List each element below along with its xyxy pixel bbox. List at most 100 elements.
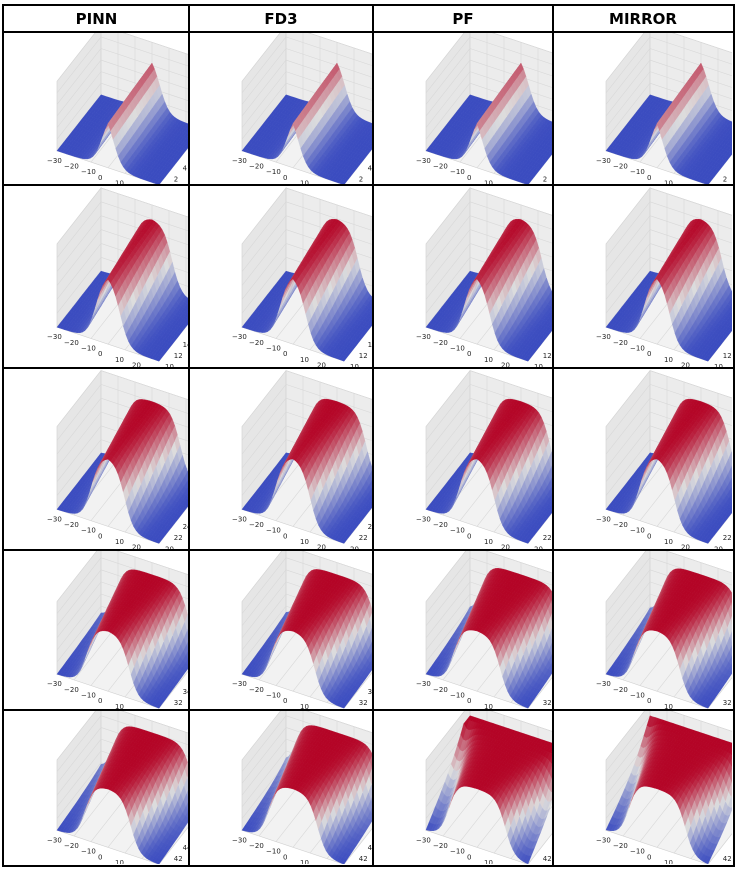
gridline — [241, 187, 287, 245]
gridline — [56, 243, 102, 300]
surface-facet — [705, 179, 712, 184]
surface-facet — [341, 356, 348, 362]
plot-cell-pinn-row-2: 0.00.20.40.60.81.01.2−30−20−100102030101… — [5, 186, 188, 367]
surface-facet — [156, 356, 163, 362]
surface — [241, 218, 372, 362]
x-tick-label: −20 — [433, 339, 448, 347]
surface-facet — [730, 297, 732, 301]
x-tick-label: 0 — [467, 350, 471, 358]
tick-labels: 0.00.20.40.60.81.01.2−30−20−100102030101… — [596, 333, 732, 367]
x-tick-label: −10 — [266, 345, 281, 353]
gridline — [241, 83, 287, 140]
surface-facet — [550, 297, 552, 301]
surface-plot-svg: 0.00.20.40.60.81.01.2−30−20−100102030101… — [232, 187, 372, 367]
surface-plot-svg: 0.00.20.40.60.81.01.2−30−20−100102030101… — [416, 187, 552, 367]
x-tick-label: −30 — [47, 333, 62, 341]
x-tick-label: 10 — [484, 179, 493, 184]
x-tick-label: −20 — [64, 162, 79, 170]
x-tick-label: −30 — [416, 157, 431, 165]
surface-facet — [730, 326, 732, 329]
gridline — [241, 229, 287, 286]
surface-facet — [369, 316, 372, 321]
gridline — [425, 59, 471, 117]
x-tick-label: 10 — [664, 179, 673, 184]
plot-cell-pinn-row-1: 0.00.20.40.60.81.01.2−30−20−100102030024… — [5, 33, 188, 184]
plot-cell-pf-row-2: 0.00.20.40.60.81.01.2−30−20−100102030101… — [374, 186, 552, 367]
x-tick-label: 0 — [98, 350, 102, 358]
gridline — [605, 201, 651, 258]
gridline — [241, 71, 287, 128]
grid-divider-vertical — [188, 6, 190, 865]
surface — [605, 62, 732, 184]
gridline — [425, 243, 471, 300]
gridline — [56, 370, 102, 427]
x-tick-label: −30 — [596, 157, 611, 165]
t-tick-label: 14 — [183, 341, 188, 349]
gridline — [425, 83, 471, 140]
gridline — [425, 257, 471, 314]
gridline — [56, 71, 102, 128]
results-grid: PINNFD3PFMIRROR0.00.20.40.60.81.01.2−30−… — [2, 4, 735, 867]
x-tick-label: 10 — [484, 356, 493, 364]
t-tick-label: 2 — [359, 176, 363, 184]
x-tick-label: 0 — [98, 174, 102, 182]
gridline — [241, 48, 287, 105]
x-tick-label: −30 — [232, 333, 247, 341]
gridline — [56, 215, 102, 272]
surface — [56, 62, 188, 184]
t-tick-label: 2 — [174, 176, 178, 184]
surface-facet — [705, 356, 712, 362]
gridline — [425, 33, 465, 82]
x-tick-label: −10 — [630, 168, 645, 176]
x-tick-label: 0 — [467, 174, 471, 182]
gridline — [241, 215, 287, 272]
t-tick-label: 12 — [543, 352, 552, 360]
x-tick-label: −30 — [47, 157, 62, 165]
x-tick-label: 0 — [283, 350, 287, 358]
x-tick-label: −30 — [596, 333, 611, 341]
x-tick-label: −20 — [249, 162, 264, 170]
gridline — [241, 201, 287, 258]
t-tick-label: 12 — [723, 352, 732, 360]
gridline — [56, 83, 102, 140]
x-tick-label: 0 — [283, 174, 287, 182]
plot-cell-mirror-row-1: 0.00.20.40.60.81.01.2−30−20−100102030024… — [554, 33, 732, 184]
tick-labels: 0.00.20.40.60.81.01.2−30−20−100102030024… — [47, 157, 188, 184]
surface — [56, 219, 188, 362]
gridline — [241, 59, 287, 117]
surface-plot-svg: 0.00.20.40.60.81.01.2−30−20−100102030024… — [232, 33, 372, 184]
surface-facet — [525, 179, 532, 184]
x-tick-label: −20 — [64, 339, 79, 347]
gridline — [605, 71, 651, 128]
surface-facet — [550, 326, 552, 329]
plot-cell-mirror-row-2: 0.00.20.40.60.81.01.2−30−20−100102030101… — [554, 186, 732, 367]
column-header-pinn: PINN — [75, 10, 118, 28]
x-tick-label: −30 — [232, 157, 247, 165]
t-tick-label: 10 — [350, 363, 359, 367]
gridline — [605, 229, 651, 286]
x-tick-label: −10 — [630, 345, 645, 353]
gridline — [425, 48, 471, 105]
t-tick-label: 10 — [534, 363, 543, 367]
t-tick-label: 2 — [543, 176, 547, 184]
x-tick-label: 20 — [132, 362, 141, 367]
gridline — [241, 33, 281, 82]
gridline — [605, 215, 651, 272]
gridline — [56, 384, 102, 441]
gridline — [605, 187, 651, 245]
grid-divider-horizontal — [4, 31, 733, 33]
gridline — [605, 59, 651, 117]
t-tick-label: 12 — [174, 352, 183, 360]
gridline — [425, 187, 471, 245]
gridline — [56, 48, 102, 105]
surface-plot-svg: 0.00.20.40.60.81.01.2−30−20−100102030101… — [47, 187, 188, 367]
x-tick-label: −10 — [450, 345, 465, 353]
surface-facet — [341, 179, 348, 184]
surface-plot-svg: 0.00.20.40.60.81.01.2−30−20−100102030101… — [596, 187, 732, 367]
gridline — [605, 243, 651, 300]
gridline — [605, 36, 651, 94]
column-header-mirror: MIRROR — [609, 10, 677, 28]
surface — [425, 62, 552, 184]
surface-facet — [730, 129, 732, 133]
t-tick-label: 4 — [368, 164, 372, 172]
